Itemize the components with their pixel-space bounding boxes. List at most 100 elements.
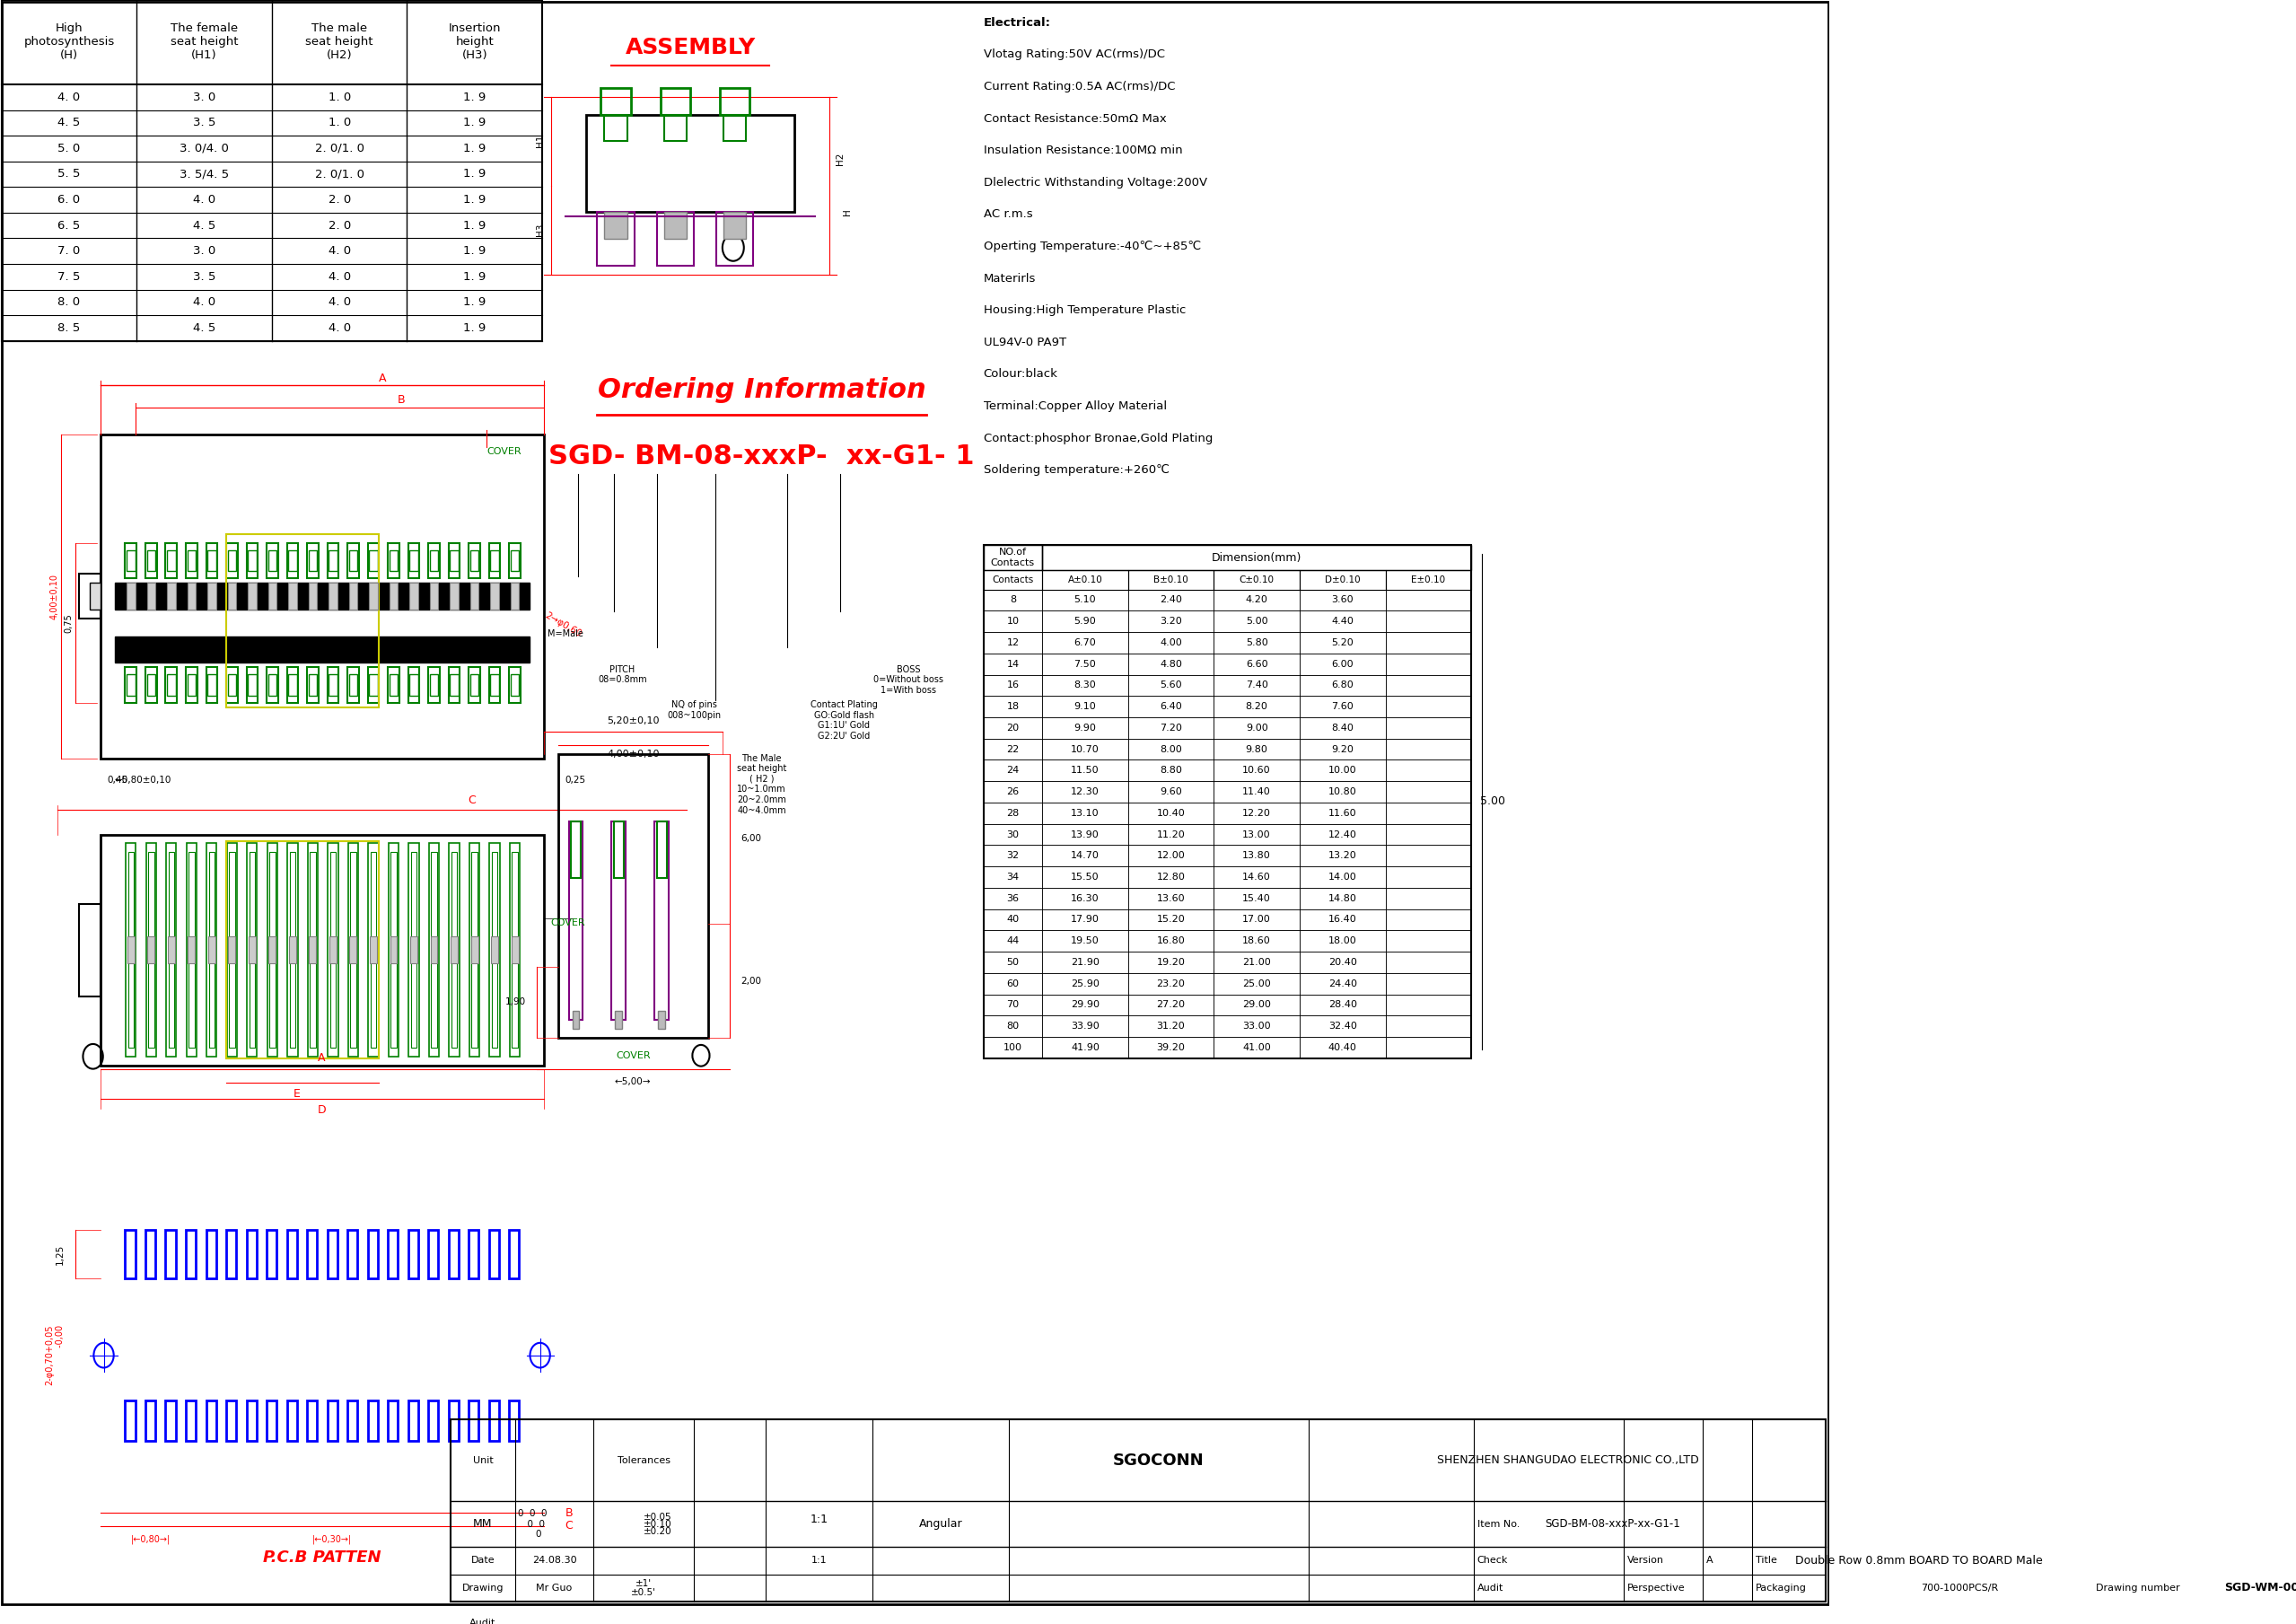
Text: SGD- BM-08-xxxP-  xx-G1- 1: SGD- BM-08-xxxP- xx-G1- 1 [549, 443, 976, 469]
Text: Operting Temperature:-40℃~+85℃: Operting Temperature:-40℃~+85℃ [983, 240, 1201, 252]
Text: Terminal:Copper Alloy Material: Terminal:Copper Alloy Material [983, 401, 1166, 412]
Text: 1,25: 1,25 [55, 1244, 64, 1265]
Bar [367, 1229, 377, 1278]
Bar [448, 542, 459, 578]
Bar [1127, 653, 1215, 674]
Text: 5.00: 5.00 [1481, 796, 1506, 807]
Text: 36: 36 [1006, 893, 1019, 903]
Bar [411, 853, 416, 1047]
Bar [1384, 888, 1472, 909]
Bar [1127, 973, 1215, 994]
Text: Vlotag Rating:50V AC(rms)/DC: Vlotag Rating:50V AC(rms)/DC [983, 49, 1164, 60]
Text: 13.90: 13.90 [1070, 830, 1100, 840]
Bar [450, 674, 459, 695]
Bar [1042, 739, 1127, 760]
Bar [349, 583, 358, 609]
Bar [188, 937, 195, 963]
Text: 15.40: 15.40 [1242, 893, 1272, 903]
Bar [1384, 802, 1472, 823]
Text: 13.10: 13.10 [1070, 809, 1100, 817]
Text: 2→φ0,60: 2→φ0,60 [544, 611, 583, 638]
Bar [1384, 1036, 1472, 1059]
Text: 12.00: 12.00 [1157, 851, 1185, 861]
Bar [983, 718, 1042, 739]
Text: 15.20: 15.20 [1157, 916, 1185, 924]
Text: 19.20: 19.20 [1157, 958, 1185, 966]
Bar [1127, 952, 1215, 973]
Bar [716, 213, 753, 265]
Bar [1042, 1036, 1127, 1059]
Bar [101, 434, 544, 758]
Text: 4. 0: 4. 0 [328, 322, 351, 335]
Bar [983, 632, 1042, 653]
Text: Contacts: Contacts [992, 575, 1033, 585]
Text: 60: 60 [1006, 979, 1019, 987]
Bar [1215, 888, 1300, 909]
Text: Colour:black: Colour:black [983, 369, 1058, 380]
Bar [1215, 994, 1300, 1015]
Text: 12: 12 [1006, 638, 1019, 648]
Text: 1. 9: 1. 9 [464, 91, 487, 102]
Bar [1300, 802, 1384, 823]
Bar [1384, 994, 1472, 1015]
Text: ±0.10: ±0.10 [643, 1520, 673, 1528]
Text: COVER: COVER [615, 1051, 650, 1060]
Bar [246, 667, 257, 703]
Text: 0,25: 0,25 [565, 776, 585, 784]
Text: 4. 5: 4. 5 [193, 219, 216, 231]
Text: BOSS
0=Without boss
1=With boss: BOSS 0=Without boss 1=With boss [872, 664, 944, 695]
Text: 4. 0: 4. 0 [57, 91, 80, 102]
Bar [450, 843, 459, 1057]
Text: Insertion
height
(H3): Insertion height (H3) [448, 23, 501, 62]
Bar [1215, 590, 1300, 611]
Bar [512, 853, 517, 1047]
Bar [147, 551, 156, 572]
Text: Mr Guo: Mr Guo [537, 1583, 572, 1593]
Text: Audit: Audit [471, 1619, 496, 1624]
Bar [1300, 909, 1384, 931]
Bar [615, 1012, 622, 1030]
Text: 18.00: 18.00 [1329, 937, 1357, 945]
Bar [1384, 590, 1472, 611]
Text: 3. 0: 3. 0 [193, 91, 216, 102]
Text: 3. 5: 3. 5 [193, 271, 216, 283]
Text: 21.00: 21.00 [1242, 958, 1272, 966]
Bar [227, 542, 239, 578]
Bar [510, 551, 519, 572]
Text: 1. 0: 1. 0 [328, 117, 351, 128]
Text: 3. 0/4. 0: 3. 0/4. 0 [179, 143, 230, 154]
Text: 5.80: 5.80 [1247, 638, 1267, 648]
Bar [266, 843, 278, 1057]
Bar [248, 583, 257, 609]
Bar [1127, 931, 1215, 952]
Text: 10.70: 10.70 [1070, 745, 1100, 754]
Text: 5,20±0,10: 5,20±0,10 [606, 716, 659, 726]
Bar [510, 843, 519, 1057]
Bar [1215, 718, 1300, 739]
Bar [572, 1012, 579, 1030]
Text: 5.20: 5.20 [1332, 638, 1355, 648]
Text: 39.20: 39.20 [1157, 1043, 1185, 1052]
Text: 28.40: 28.40 [1327, 1000, 1357, 1010]
Bar [1127, 781, 1215, 802]
Bar [388, 843, 400, 1057]
Bar [1042, 781, 1127, 802]
Bar [370, 853, 377, 1047]
Bar [983, 674, 1042, 697]
Bar [429, 1229, 439, 1278]
Bar [1300, 931, 1384, 952]
Bar [1300, 590, 1384, 611]
Text: B: B [397, 395, 404, 406]
Text: 4. 0: 4. 0 [328, 297, 351, 309]
Bar [349, 937, 356, 963]
Bar [188, 583, 195, 609]
Bar [983, 781, 1042, 802]
Bar [147, 583, 156, 609]
Bar [186, 542, 197, 578]
Bar [269, 551, 276, 572]
Bar [347, 542, 358, 578]
Bar [659, 1012, 666, 1030]
Bar [597, 213, 634, 265]
Text: 10.00: 10.00 [1329, 767, 1357, 775]
Bar [432, 853, 436, 1047]
